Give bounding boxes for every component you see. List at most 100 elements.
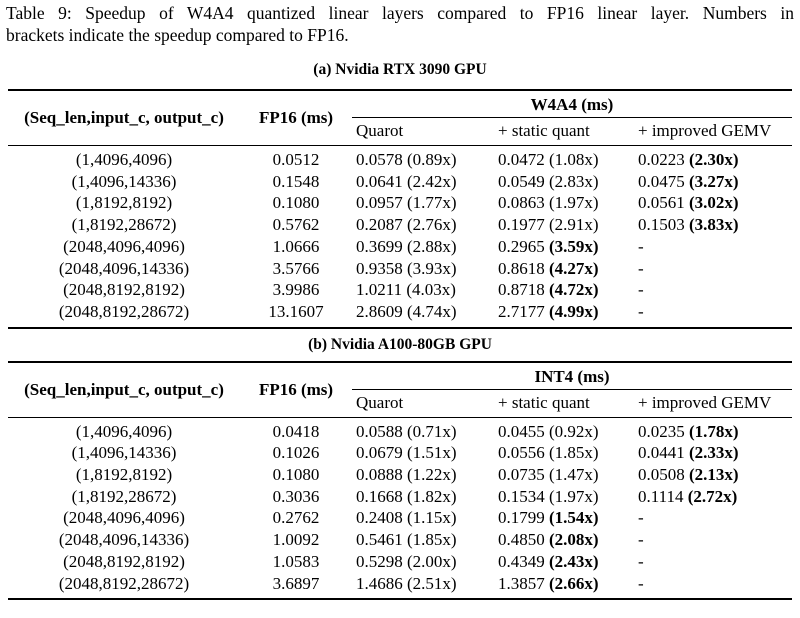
speedup-value: (2.91x) [549, 215, 599, 235]
quarot-cell: 1.4686 (2.51x) [356, 573, 457, 593]
table-row: (1,4096,4096) 0.0512 0.0578 (0.89x) 0.0472 … [8, 146, 792, 171]
speedup-value: (2.88x) [407, 236, 457, 256]
static-quant-cell: 0.2965 (3.59x) [498, 236, 599, 256]
quarot-cell: 0.0679 (1.51x) [356, 443, 457, 463]
speedup-value: (2.00x) [407, 551, 457, 571]
table-a-header: (Seq_len,input_c, output_c) FP16 (ms) W4… [8, 90, 792, 146]
config-cell: (2048,4096,14336) [58, 530, 190, 550]
static-quant-cell: 0.4850 (2.08x) [498, 530, 599, 550]
speedup-value: (2.76x) [407, 215, 457, 235]
improved-gemv-cell: 0.0475 (3.27x) [638, 171, 739, 191]
speedup-value: (4.27x) [549, 258, 599, 278]
speedup-value: (2.43x) [549, 551, 599, 571]
static-quant-cell: 0.1534 (1.97x) [498, 486, 599, 506]
table-row: (2048,8192,8192) 3.9986 1.0211 (4.03x) 0.87… [8, 279, 792, 301]
config-cell: (2048,4096,4096) [63, 508, 185, 528]
improved-gemv-cell: 0.1114 (2.72x) [638, 486, 738, 506]
quarot-cell: 0.0641 (2.42x) [356, 171, 457, 191]
speedup-value: (3.93x) [407, 258, 457, 278]
speedup-value: (1.54x) [549, 508, 599, 528]
improved-gemv-cell: - [638, 530, 644, 550]
header-quarot: Quarot [352, 117, 494, 146]
config-cell: (1,4096,4096) [75, 421, 173, 441]
fp16-cell: 0.2762 [272, 508, 320, 528]
fp16-cell: 3.9986 [272, 280, 320, 300]
fp16-cell: 1.0583 [272, 551, 320, 571]
quarot-cell: 0.0578 (0.89x) [356, 150, 457, 169]
speedup-value: (2.72x) [687, 486, 738, 506]
header-fp16: FP16 (ms) [240, 361, 352, 418]
improved-gemv-cell: - [638, 551, 644, 571]
static-quant-cell: 1.3857 (2.66x) [498, 573, 599, 593]
speedup-value: (2.42x) [407, 171, 457, 191]
table-row: (1,8192,8192) 0.1080 0.0888 (1.22x) 0.0735 … [8, 464, 792, 486]
table-row: (1,8192,28672) 0.3036 0.1668 (1.82x) 0.1534… [8, 486, 792, 508]
config-cell: (1,8192,8192) [75, 465, 173, 485]
table-row: (1,8192,28672) 0.5762 0.2087 (2.76x) 0.1977… [8, 214, 792, 236]
table-row: (1,4096,14336) 0.1548 0.0641 (2.42x) 0.0549… [8, 171, 792, 193]
speedup-value: (1.77x) [407, 193, 457, 213]
fp16-cell: 3.6897 [272, 573, 320, 593]
config-cell: (2048,8192,28672) [58, 301, 190, 321]
speedup-value: (1.97x) [549, 193, 599, 213]
speedup-value: (1.08x) [549, 150, 599, 169]
fp16-cell: 0.1548 [272, 171, 320, 191]
fp16-cell: 13.1607 [268, 301, 324, 321]
table-caption: Table 9: Speedup of W4A4 quantized linea… [6, 3, 794, 46]
config-cell: (1,4096,14336) [71, 443, 177, 463]
config-cell: (1,4096,4096) [75, 150, 173, 169]
table-b-body: (1,4096,4096) 0.0418 0.0588 (0.71x) 0.0455 … [8, 417, 792, 599]
header-fp16: FP16 (ms) [240, 90, 352, 146]
speedup-value: (2.51x) [407, 573, 457, 593]
speedup-value: (2.83x) [549, 171, 599, 191]
fp16-cell: 0.3036 [272, 486, 320, 506]
fp16-cell: 0.1080 [272, 193, 320, 213]
header-static-quant: + static quant [494, 389, 634, 418]
speedup-value: (3.02x) [689, 193, 739, 213]
header-static-quant: + static quant [494, 117, 634, 146]
subtable-b-caption: (b) Nvidia A100-80GB GPU [308, 335, 492, 353]
table-row: (2048,4096,4096) 0.2762 0.2408 (1.15x) 0.17… [8, 507, 792, 529]
speedup-value: (1.97x) [549, 486, 599, 506]
speedup-value: (0.71x) [407, 421, 457, 441]
fp16-cell: 3.5766 [272, 258, 320, 278]
static-quant-cell: 0.8718 (4.72x) [498, 280, 599, 300]
speedup-value: (4.72x) [549, 280, 599, 300]
static-quant-cell: 0.1799 (1.54x) [498, 508, 599, 528]
fp16-cell: 0.1080 [272, 465, 320, 485]
config-cell: (1,4096,14336) [71, 171, 177, 191]
improved-gemv-cell: 0.0235 (1.78x) [638, 421, 739, 441]
table-row: (2048,4096,14336) 1.0092 0.5461 (1.85x) 0.4… [8, 529, 792, 551]
table-row: (2048,4096,14336) 3.5766 0.9358 (3.93x) 0.8… [8, 258, 792, 280]
improved-gemv-cell: - [638, 508, 644, 528]
speedup-value: (0.89x) [407, 150, 457, 169]
config-cell: (2048,4096,14336) [58, 258, 190, 278]
table-caption-line2: brackets indicate the speedup compared t… [6, 24, 349, 45]
quarot-cell: 0.0588 (0.71x) [356, 421, 457, 441]
table-a-body: (1,4096,4096) 0.0512 0.0578 (0.89x) 0.0472 … [8, 146, 792, 328]
header-quarot: Quarot [352, 389, 494, 418]
quarot-cell: 0.3699 (2.88x) [356, 236, 457, 256]
header-group-int4: INT4 (ms) [352, 361, 792, 390]
improved-gemv-cell: 0.0441 (2.33x) [638, 443, 739, 463]
fp16-cell: 1.0666 [272, 236, 320, 256]
fp16-cell: 0.1026 [272, 443, 320, 463]
improved-gemv-cell: 0.0561 (3.02x) [638, 193, 739, 213]
static-quant-cell: 0.0556 (1.85x) [498, 443, 599, 463]
speedup-value: (4.99x) [549, 301, 599, 321]
static-quant-cell: 0.1977 (2.91x) [498, 215, 599, 235]
speedup-value: (1.15x) [407, 508, 457, 528]
improved-gemv-cell: 0.0508 (2.13x) [638, 465, 739, 485]
table-rtx-3090: (Seq_len,input_c, output_c) FP16 (ms) W4… [8, 89, 792, 329]
config-cell: (2048,8192,28672) [58, 573, 190, 593]
header-improved-gemv: + improved GEMV [634, 389, 792, 418]
table-row: (1,4096,14336) 0.1026 0.0679 (1.51x) 0.0556… [8, 442, 792, 464]
speedup-value: (1.22x) [407, 465, 457, 485]
speedup-value: (4.74x) [407, 301, 457, 321]
table-row: (2048,8192,28672) 3.6897 1.4686 (2.51x) 1.3… [8, 573, 792, 600]
speedup-value: (1.82x) [407, 486, 457, 506]
static-quant-cell: 0.0455 (0.92x) [498, 421, 599, 441]
speedup-value: (2.30x) [689, 150, 739, 169]
static-quant-cell: 0.0472 (1.08x) [498, 150, 599, 169]
quarot-cell: 0.1668 (1.82x) [356, 486, 457, 506]
